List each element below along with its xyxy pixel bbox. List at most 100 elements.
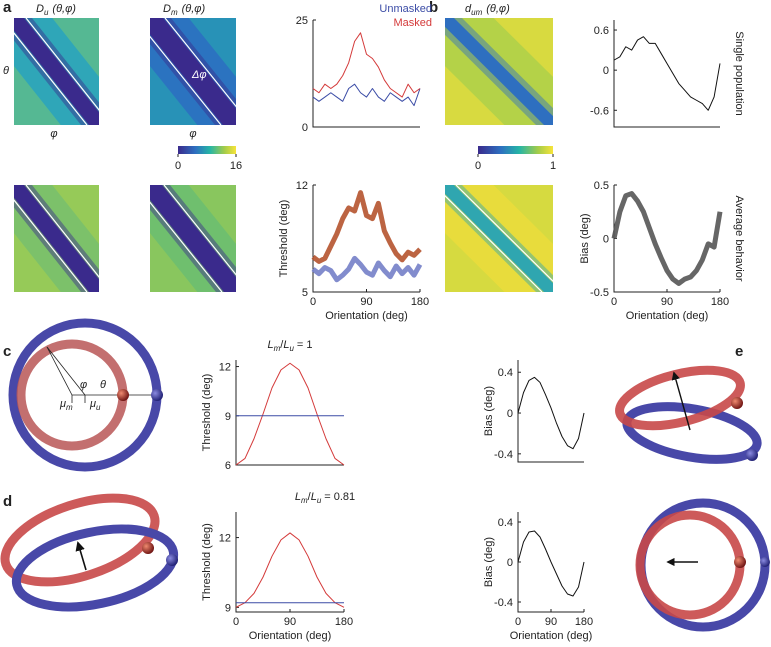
x-tick-label: 180 [411, 296, 429, 308]
x-axis-label: Orientation (deg) [249, 630, 332, 642]
y-tick-label: 0.4 [498, 367, 513, 379]
x-axis-label: Orientation (deg) [325, 310, 408, 322]
y-tick-label: 0 [507, 408, 513, 420]
heatmap [445, 185, 553, 292]
heatmap-band [14, 18, 99, 125]
heatmap-patch [14, 233, 61, 292]
heatmap-band [150, 185, 236, 292]
annotation: Lm/Lu = 1 [267, 339, 312, 353]
axis [235, 360, 344, 466]
axis [235, 512, 344, 613]
y-tick-label: 25 [296, 15, 308, 27]
annotation-part: = 0.81 [324, 491, 355, 503]
heatmap-patch [52, 18, 99, 77]
heatmap-title: Du (θ,φ) [36, 3, 76, 17]
x-tick-label: 180 [711, 296, 729, 308]
heatmap-patch [445, 233, 505, 292]
y-axis-label: Bias (deg) [483, 386, 495, 436]
panel-label: c [3, 343, 11, 360]
colorbar-tick-label: 0 [175, 160, 181, 172]
annotation-part: u [289, 344, 294, 353]
annotation-part: L [283, 339, 289, 351]
axis [312, 185, 420, 293]
y-tick-label: 12 [219, 362, 231, 374]
heatmap-patch [188, 18, 236, 77]
axis [613, 185, 720, 293]
axis [517, 360, 584, 463]
x-tick-label: 0 [233, 616, 239, 628]
x-tick-label: 180 [335, 616, 353, 628]
series-line [611, 191, 723, 286]
heatmap-axis-label: φ [189, 128, 196, 140]
heatmap-annotation: Δφ [191, 69, 207, 81]
annotation-part: m [274, 344, 281, 353]
y-axis-label: Threshold (deg) [278, 200, 290, 278]
y-tick-label: 0.5 [594, 180, 609, 192]
series-line [613, 36, 721, 111]
colorbar [178, 146, 236, 154]
colorbar-tick-label: 0 [475, 160, 481, 172]
contour [14, 32, 88, 125]
panel-label: d [3, 493, 12, 510]
ring-diagram [615, 365, 770, 632]
y-tick-label: 9 [225, 602, 231, 614]
y-tick-label: 12 [219, 533, 231, 545]
heatmap-patch [445, 66, 505, 125]
annotation-part: = 1 [297, 339, 313, 351]
panel-label: e [735, 343, 743, 360]
heatmap-band [445, 18, 553, 125]
annotation-part: L [311, 491, 317, 503]
heatmap [14, 18, 99, 125]
heatmap-title: Dm (θ,φ) [163, 3, 205, 17]
x-tick-label: 0 [515, 616, 521, 628]
series-line [235, 532, 345, 608]
y-tick-label: 0 [603, 234, 609, 246]
heatmap [445, 18, 553, 125]
series-line [312, 32, 421, 98]
heatmap [150, 18, 236, 125]
y-tick-label: 0 [507, 557, 513, 569]
contour [163, 185, 236, 276]
ring-diagram [0, 493, 179, 612]
annotation-part: / [280, 339, 284, 351]
axis [312, 20, 420, 128]
y-axis-label: Bias (deg) [483, 537, 495, 587]
heatmap-patch [493, 185, 553, 244]
y-tick-label: -0.5 [590, 287, 609, 299]
contour [25, 185, 99, 278]
heatmap-axis-label: θ [3, 65, 9, 77]
panel-label: a [3, 0, 12, 16]
axis [613, 20, 720, 128]
contour [455, 185, 553, 282]
colorbar [478, 146, 553, 154]
series-line [312, 83, 421, 107]
colorbar-tick-label: 1 [550, 160, 556, 172]
ring-diagram [8, 318, 163, 472]
y-axis-label: Bias (deg) [579, 213, 591, 263]
y-tick-label: -0.4 [494, 597, 513, 609]
y-tick-label: 9 [225, 411, 231, 423]
y-tick-label: 0.6 [594, 25, 609, 37]
annotation-part: m [301, 496, 308, 505]
heatmap-band [445, 185, 553, 292]
series-line [311, 190, 422, 264]
heatmap-patch [52, 185, 99, 244]
heatmap-patch [150, 233, 198, 292]
colorbar-tick-label: 16 [230, 160, 242, 172]
heatmap-patch [188, 185, 236, 244]
ring-label: θ [100, 379, 106, 391]
heatmaps [14, 18, 553, 292]
ring-label: μm [59, 398, 73, 412]
y-axis-label: Threshold (deg) [201, 374, 213, 452]
annotation: Lm/Lu = 0.81 [295, 491, 355, 505]
series-line [517, 530, 585, 597]
annotation-part: u [317, 496, 322, 505]
x-axis-label: Orientation (deg) [626, 310, 709, 322]
y-tick-label: -0.4 [494, 449, 513, 461]
x-tick-label: 180 [575, 616, 593, 628]
heatmap-patch [150, 66, 198, 125]
contour [150, 201, 223, 292]
x-axis-label: Orientation (deg) [510, 630, 593, 642]
heatmap-title: dum (θ,φ) [465, 3, 510, 17]
